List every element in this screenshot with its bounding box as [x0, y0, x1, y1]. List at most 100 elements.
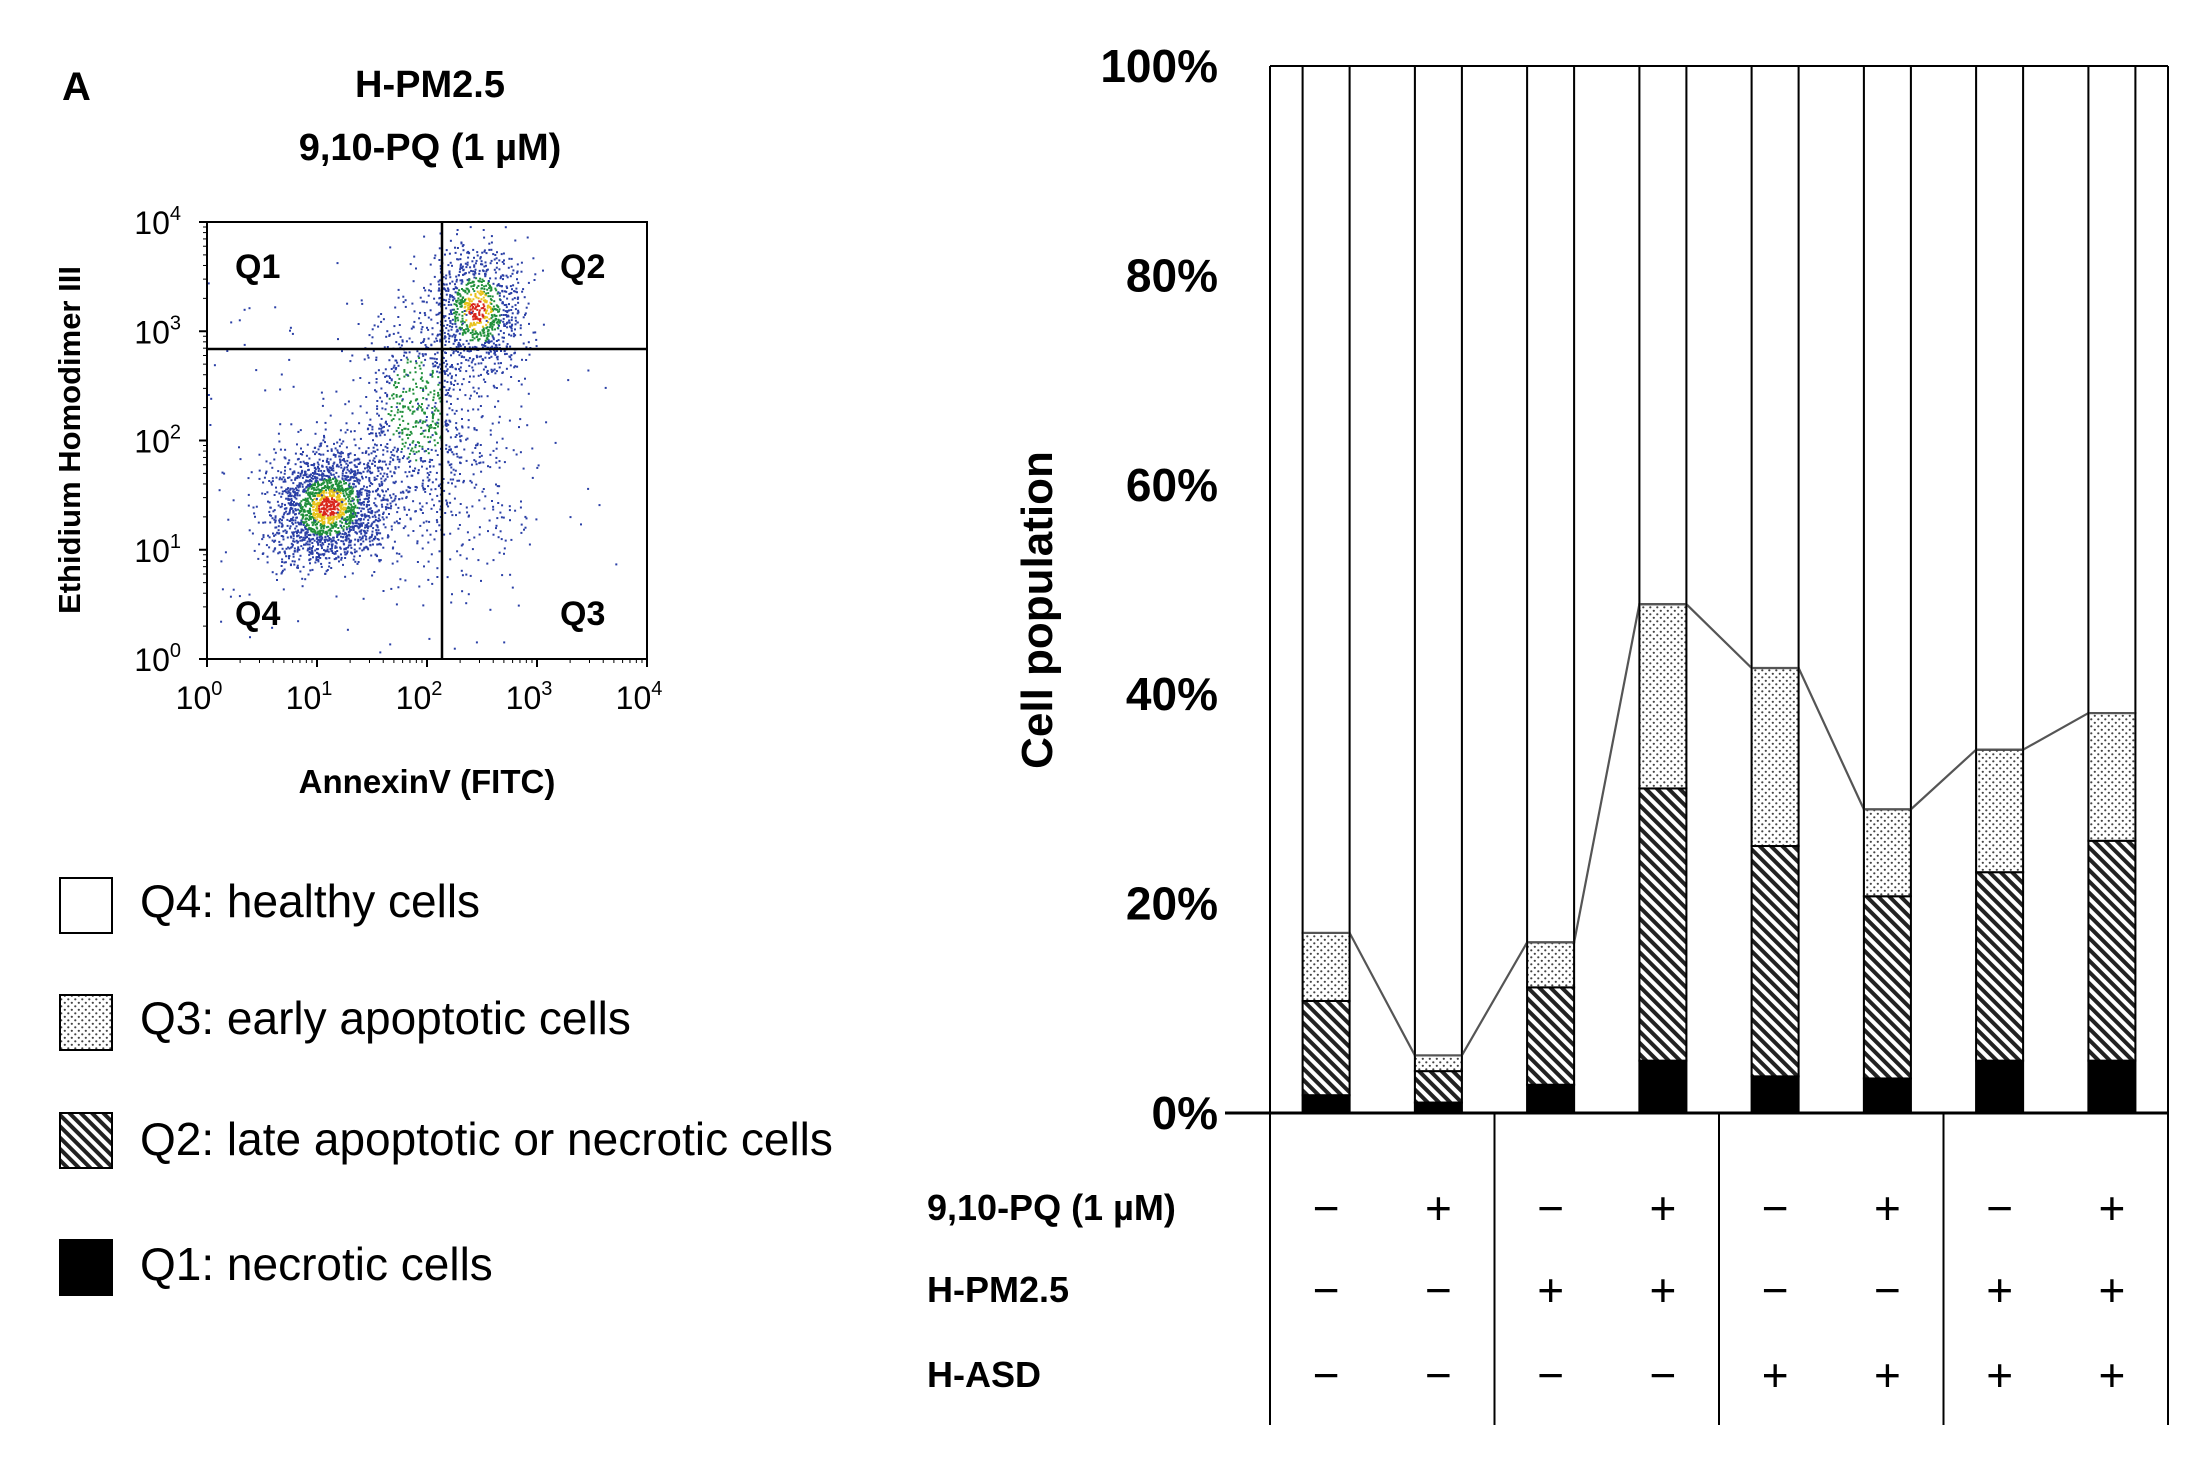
flow-event-dot	[223, 472, 226, 475]
flow-event-dot	[335, 546, 338, 549]
flow-event-dot	[412, 388, 415, 391]
flow-event-dot	[296, 458, 299, 461]
flow-event-dot	[323, 434, 325, 437]
flow-event-dot	[405, 356, 408, 359]
flow-event-dot	[490, 308, 492, 311]
flow-event-dot	[460, 253, 462, 256]
flow-event-dot	[480, 355, 482, 358]
flow-event-dot	[476, 444, 479, 447]
flow-event-dot	[316, 515, 319, 518]
flow-event-dot	[348, 527, 351, 530]
flow-event-dot	[252, 506, 255, 509]
flow-event-dot	[473, 427, 476, 430]
flow-event-dot	[421, 432, 424, 435]
flow-event-dot	[445, 393, 448, 396]
flow-event-dot	[320, 492, 323, 495]
flow-event-dot	[258, 453, 261, 456]
flow-event-dot	[438, 297, 441, 300]
flow-event-dot	[221, 471, 224, 474]
flow-event-dot	[490, 259, 493, 262]
flow-event-dot	[496, 441, 498, 444]
flow-event-dot	[465, 283, 468, 286]
flow-event-dot	[312, 545, 314, 548]
flow-event-dot	[464, 346, 466, 349]
flow-event-dot	[479, 444, 482, 446]
flow-event-dot	[383, 460, 386, 463]
flow-event-dot	[261, 553, 264, 555]
flow-event-dot	[427, 560, 430, 563]
flow-event-dot	[363, 546, 366, 549]
flow-event-dot	[341, 517, 343, 520]
flow-event-dot	[489, 322, 492, 324]
flow-event-dot	[312, 503, 315, 505]
flow-event-dot	[477, 374, 480, 377]
flow-event-dot	[314, 521, 317, 524]
condition-mark: −	[1537, 1349, 1564, 1401]
flow-event-dot	[306, 528, 309, 531]
flow-event-dot	[419, 387, 422, 389]
flow-event-dot	[482, 461, 485, 464]
flow-event-dot	[298, 482, 301, 485]
flow-event-dot	[385, 463, 388, 466]
flow-event-dot	[374, 443, 376, 446]
flow-event-dot	[336, 479, 339, 482]
flow-event-dot	[437, 409, 440, 412]
flow-event-dot	[494, 254, 497, 256]
flow-event-dot	[381, 537, 384, 540]
flow-event-dot	[393, 454, 396, 457]
flow-event-dot	[379, 519, 382, 522]
flow-event-dot	[512, 269, 515, 272]
flow-event-dot	[286, 513, 289, 516]
flow-event-dot	[375, 444, 378, 447]
flow-event-dot	[475, 354, 478, 357]
flow-event-dot	[503, 336, 505, 339]
flow-event-dot	[207, 282, 210, 285]
flow-event-dot	[342, 563, 344, 566]
flow-event-dot	[405, 434, 408, 436]
flow-event-dot	[503, 461, 506, 464]
flow-event-dot	[450, 303, 453, 306]
flow-event-dot	[503, 323, 506, 326]
flow-event-dot	[315, 489, 318, 492]
flow-event-dot	[261, 538, 264, 541]
flow-event-dot	[359, 492, 362, 495]
flow-event-dot	[338, 490, 341, 493]
flow-event-dot	[358, 530, 361, 533]
flow-event-dot	[315, 526, 318, 529]
flow-event-dot	[385, 508, 388, 511]
flow-event-dot	[336, 492, 339, 495]
flow-event-dot	[436, 322, 439, 325]
flow-event-dot	[446, 501, 449, 504]
flow-event-dot	[460, 241, 463, 244]
flow-event-dot	[498, 343, 501, 346]
flow-event-dot	[308, 551, 311, 554]
flow-event-dot	[430, 488, 433, 491]
flow-event-dot	[501, 261, 504, 263]
flow-event-dot	[420, 459, 423, 462]
flow-event-dot	[394, 306, 397, 309]
flow-event-dot	[274, 533, 277, 536]
flow-event-dot	[486, 338, 489, 341]
flow-event-dot	[494, 318, 497, 321]
flow-event-dot	[312, 501, 315, 504]
flow-event-dot	[281, 571, 284, 574]
flow-event-dot	[509, 292, 512, 295]
flow-event-dot	[354, 514, 357, 516]
flow-event-dot	[311, 499, 314, 501]
flow-event-dot	[496, 292, 499, 295]
flow-event-dot	[340, 558, 343, 561]
flow-event-dot	[340, 508, 343, 511]
flow-event-dot	[332, 469, 335, 472]
flow-event-dot	[354, 511, 357, 514]
flow-event-dot	[380, 503, 383, 506]
flow-event-dot	[319, 529, 322, 532]
bar-segment-hatch	[1750, 845, 1800, 1078]
flow-event-dot	[330, 513, 333, 516]
flow-event-dot	[507, 266, 510, 269]
flow-event-dot	[351, 354, 354, 357]
connector-line	[1302, 603, 2136, 1057]
flow-event-dot	[422, 397, 425, 400]
flow-event-dot	[430, 553, 433, 556]
flow-event-dot	[509, 364, 512, 367]
flow-event-dot	[310, 530, 313, 533]
